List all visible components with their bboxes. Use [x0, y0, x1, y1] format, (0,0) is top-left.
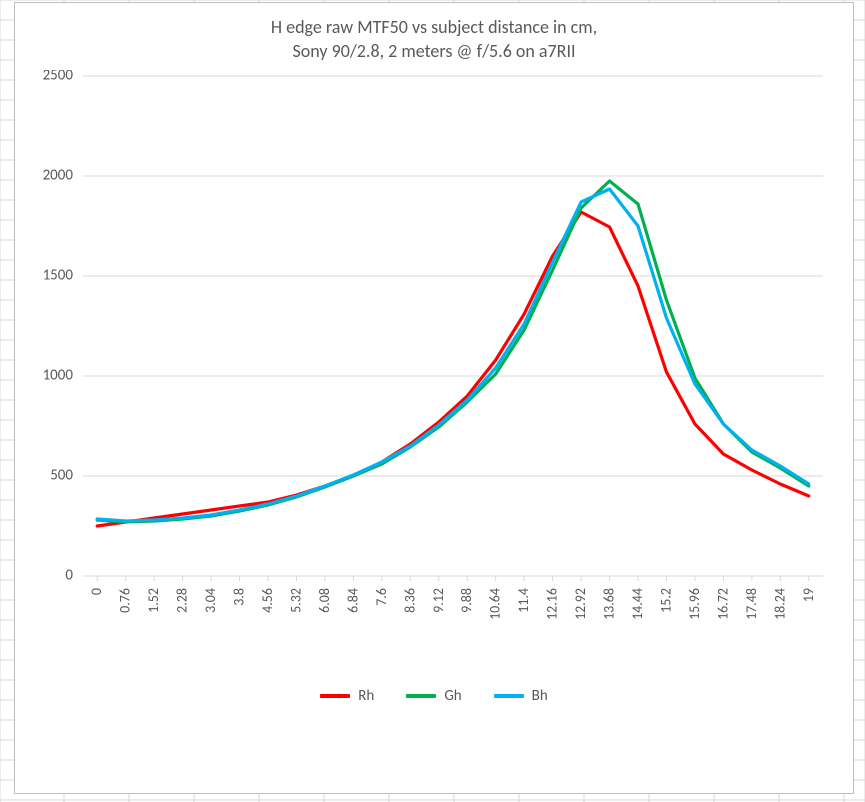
series-bh	[97, 189, 809, 521]
chart-title: H edge raw MTF50 vs subject distance in …	[15, 3, 853, 70]
x-tick-label: 3.8	[231, 588, 248, 606]
legend-item-gh: Gh	[406, 687, 461, 705]
legend: Rh Gh Bh	[15, 678, 853, 705]
x-tick-label: 11.4	[515, 588, 532, 613]
legend-label: Rh	[358, 687, 374, 705]
legend-swatch	[406, 694, 436, 698]
x-tick-label: 9.88	[458, 588, 475, 613]
x-tick-label: 8.36	[401, 588, 418, 613]
legend-item-bh: Bh	[494, 687, 548, 705]
x-tick-label: 2.28	[174, 588, 191, 613]
y-tick-label: 0	[65, 566, 73, 584]
x-tick-label: 7.6	[373, 588, 390, 606]
x-tick-label: 4.56	[259, 588, 276, 613]
series-rh	[97, 212, 809, 526]
x-tick-label: 12.92	[572, 588, 589, 620]
legend-label: Bh	[532, 687, 548, 705]
legend-item-rh: Rh	[320, 687, 374, 705]
y-tick-label: 500	[50, 466, 73, 484]
x-tick-label: 6.84	[344, 588, 361, 613]
x-tick-label: 10.64	[487, 588, 504, 620]
sheet: H edge raw MTF50 vs subject distance in …	[0, 0, 865, 802]
x-tick-label: 13.68	[601, 588, 618, 620]
x-tick-label: 14.44	[629, 588, 646, 620]
y-tick-label: 1000	[43, 366, 74, 384]
x-tick-label: 1.52	[145, 588, 162, 613]
chart-title-line1: H edge raw MTF50 vs subject distance in …	[271, 16, 597, 38]
x-tick-label: 16.72	[714, 588, 731, 620]
legend-swatch	[494, 694, 524, 698]
x-tick-label: 6.08	[316, 588, 333, 613]
x-tick-label: 5.32	[287, 588, 304, 613]
y-tick-label: 1500	[43, 266, 74, 284]
y-tick-label: 2000	[43, 166, 74, 184]
chart-plot: 0 500 1000 1500 2000 2500 0 0.76 1.52 2.28 3.04 3.8…	[15, 70, 851, 678]
x-tick-label: 15.96	[686, 588, 703, 620]
x-tick-label: 15.2	[657, 588, 674, 613]
x-tick-label: 0.76	[117, 588, 134, 613]
chart-title-line2: Sony 90/2.8, 2 meters @ f/5.6 on a7RII	[292, 40, 575, 62]
series-gh	[97, 181, 809, 522]
x-tick-label: 18.24	[771, 588, 788, 620]
x-tick-label: 17.48	[743, 588, 760, 620]
y-tick-label: 2500	[43, 70, 74, 85]
x-tick-label: 19	[800, 588, 817, 602]
legend-label: Gh	[444, 687, 461, 705]
x-tick-label: 3.04	[202, 588, 219, 613]
x-tick-label: 0	[88, 588, 105, 595]
x-tick-label: 9.12	[430, 588, 447, 613]
x-tick-label: 12.16	[544, 588, 561, 620]
legend-swatch	[320, 694, 350, 698]
chart-card: H edge raw MTF50 vs subject distance in …	[14, 2, 854, 794]
